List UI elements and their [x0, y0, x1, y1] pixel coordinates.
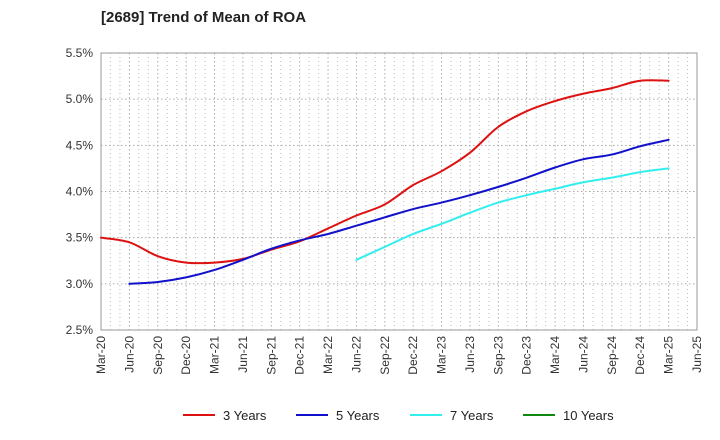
x-tick-label: Dec-23 — [520, 336, 534, 375]
x-tick-label: Sep-21 — [264, 336, 278, 375]
x-tick-label: Mar-21 — [208, 336, 222, 374]
legend: 3 Years 5 Years 7 Years 10 Years — [183, 408, 614, 423]
x-tick-label: Dec-20 — [179, 336, 193, 375]
x-tick-label: Jun-24 — [576, 336, 590, 373]
y-tick-label: 5.0% — [66, 92, 94, 106]
legend-label-3-years: 3 Years — [223, 408, 267, 423]
x-tick-label: Sep-23 — [491, 336, 505, 375]
x-tick-label: Jun-21 — [236, 336, 250, 373]
y-tick-label: 5.5% — [66, 46, 94, 60]
x-tick-label: Jun-22 — [349, 336, 363, 373]
plot-area-border — [100, 52, 698, 331]
y-tick-label: 3.5% — [66, 231, 94, 245]
y-tick-label: 4.0% — [66, 185, 94, 199]
x-tick-label: Dec-24 — [633, 336, 647, 375]
y-axis-ticks: 2.5% 3.0% 3.5% 4.0% 4.5% 5.0% 5.5% — [66, 46, 94, 337]
x-tick-label: Jun-20 — [122, 336, 136, 373]
x-tick-label: Jun-23 — [463, 336, 477, 373]
x-tick-label: Mar-23 — [435, 336, 449, 374]
x-tick-label: Sep-24 — [605, 336, 619, 375]
series-line-3-years — [100, 79, 670, 265]
y-tick-label: 4.5% — [66, 138, 94, 152]
y-tick-label: 2.5% — [66, 323, 94, 337]
x-tick-label: Sep-20 — [151, 336, 165, 375]
series-line-5-years — [128, 138, 670, 285]
x-tick-label: Mar-25 — [662, 336, 676, 374]
series-lines — [100, 79, 670, 285]
x-tick-label: Dec-21 — [293, 336, 307, 375]
gridlines — [101, 53, 697, 330]
legend-label-7-years: 7 Years — [450, 408, 494, 423]
legend-label-10-years: 10 Years — [563, 408, 614, 423]
x-tick-label: Dec-22 — [406, 336, 420, 375]
x-axis-ticks: Mar-20 Jun-20 Sep-20 Dec-20 Mar-21 Jun-21 Sep-… — [94, 336, 704, 375]
series-line-7-years — [355, 167, 670, 261]
legend-label-5-years: 5 Years — [336, 408, 380, 423]
x-tick-label: Sep-22 — [378, 336, 392, 375]
chart-title: [2689] Trend of Mean of ROA — [101, 9, 306, 26]
x-tick-label: Mar-24 — [548, 336, 562, 374]
x-tick-label: Mar-20 — [94, 336, 108, 374]
x-tick-label: Mar-22 — [321, 336, 335, 374]
x-tick-label: Jun-25 — [690, 336, 704, 373]
y-tick-label: 3.0% — [66, 277, 94, 291]
